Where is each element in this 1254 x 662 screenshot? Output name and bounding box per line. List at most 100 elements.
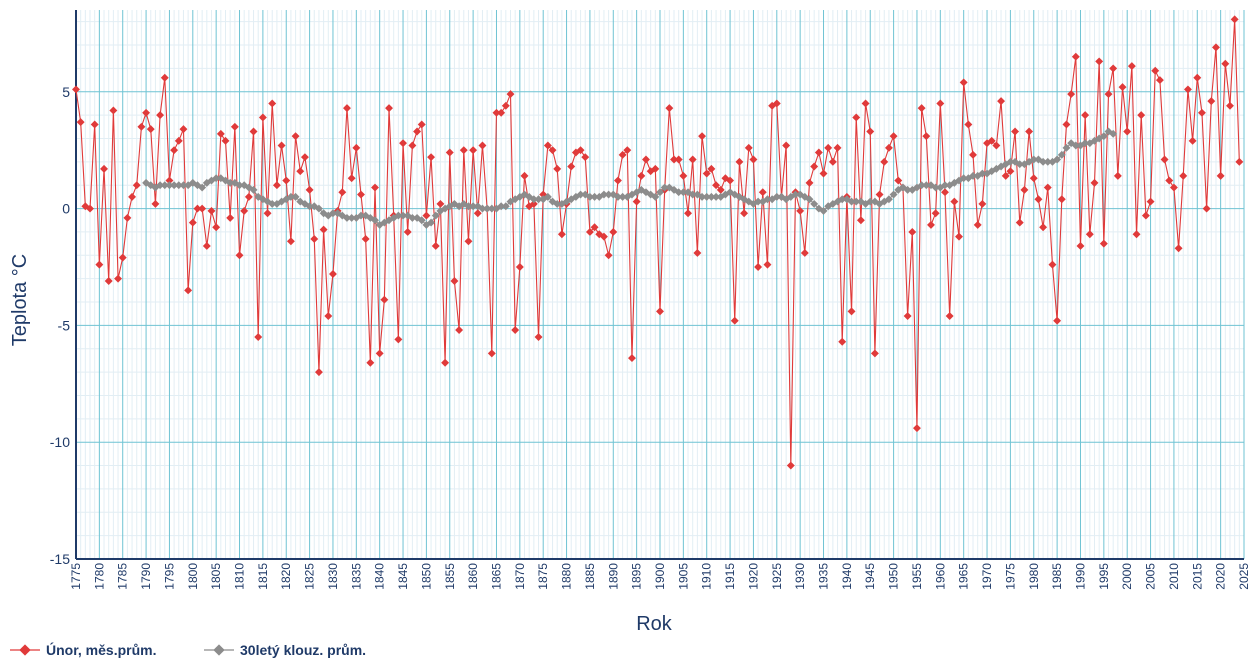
x-tick-label: 1980 — [1027, 563, 1041, 590]
series-0 — [72, 15, 1244, 470]
data-point — [856, 216, 865, 225]
x-tick-label: 1985 — [1050, 563, 1064, 590]
data-point — [852, 197, 861, 206]
x-tick-label: 2015 — [1190, 563, 1204, 590]
data-point — [763, 260, 772, 269]
data-point — [1053, 316, 1062, 325]
x-tick-label: 1860 — [466, 563, 480, 590]
x-tick-label: 1975 — [1003, 563, 1017, 590]
legend-marker-moving-average — [213, 644, 225, 656]
data-point — [735, 157, 744, 166]
data-point — [296, 167, 305, 176]
x-tick-label: 1875 — [536, 563, 550, 590]
data-point — [76, 118, 85, 127]
data-point — [338, 188, 347, 197]
data-point — [226, 213, 235, 222]
x-tick-label: 1950 — [887, 563, 901, 590]
data-point — [160, 181, 169, 190]
data-point — [109, 106, 118, 115]
data-point — [170, 181, 179, 190]
data-point — [263, 209, 272, 218]
data-point — [894, 176, 903, 185]
x-tick-label: 1970 — [980, 563, 994, 590]
data-point — [244, 192, 253, 201]
data-point — [688, 190, 697, 199]
data-point — [959, 174, 968, 183]
data-point — [908, 227, 917, 236]
data-point — [408, 141, 417, 150]
data-point — [310, 234, 319, 243]
data-point — [576, 190, 585, 199]
data-point — [712, 192, 721, 201]
data-point — [889, 190, 898, 199]
data-point — [922, 181, 931, 190]
data-point — [305, 185, 314, 194]
data-point — [772, 192, 781, 201]
data-point — [754, 263, 763, 271]
data-point — [300, 153, 309, 162]
data-point — [450, 277, 459, 285]
data-point — [870, 349, 879, 358]
x-tick-label: 1850 — [419, 563, 433, 590]
data-point — [955, 232, 963, 241]
x-tick-label: 1940 — [840, 563, 854, 590]
data-point — [716, 185, 725, 194]
data-point — [249, 127, 258, 136]
data-point — [656, 188, 664, 197]
data-point — [151, 199, 160, 208]
data-point — [230, 122, 239, 131]
data-point — [165, 181, 174, 190]
data-point — [707, 192, 716, 201]
data-point — [174, 181, 183, 190]
data-point — [291, 192, 300, 201]
data-point — [945, 312, 954, 320]
data-point — [464, 202, 473, 211]
x-tick-label: 1900 — [653, 563, 667, 590]
data-point — [618, 192, 627, 201]
x-tick-label: 1895 — [630, 563, 644, 590]
data-point — [651, 164, 660, 173]
x-tick-label: 1910 — [700, 563, 714, 590]
data-point — [941, 181, 949, 190]
data-point — [399, 211, 407, 220]
data-point — [819, 169, 828, 178]
data-point — [413, 127, 422, 136]
data-point — [487, 204, 496, 213]
data-point — [207, 206, 216, 215]
data-point — [576, 146, 585, 155]
x-tick-labels: 1775 1780 1785 1790 1795 1800 1805 1810 1815 1820… — [69, 563, 1251, 590]
data-point — [469, 146, 478, 155]
data-point — [347, 213, 356, 222]
data-point — [599, 190, 608, 199]
x-tick-label: 1865 — [489, 563, 503, 590]
data-point — [609, 227, 618, 236]
data-point — [403, 227, 412, 236]
y-tick-labels: 5 0 -5 -10 -15 — [50, 84, 70, 567]
x-tick-label: 1840 — [373, 563, 387, 590]
legend: Únor, měs.prům. 30letý klouz. prům. — [10, 641, 366, 658]
x-tick-label: 1820 — [279, 563, 293, 590]
data-point — [165, 176, 174, 185]
data-point — [118, 253, 127, 262]
data-point — [291, 132, 300, 141]
x-tick-label: 1830 — [326, 563, 340, 590]
data-point — [314, 368, 323, 377]
data-point — [585, 192, 594, 201]
x-tick-label: 1800 — [186, 563, 200, 590]
data-point — [903, 185, 912, 194]
data-point — [156, 181, 165, 190]
series-layer — [72, 15, 1244, 470]
data-point — [679, 188, 688, 197]
y-tick-label: -5 — [58, 317, 71, 333]
data-point — [128, 192, 137, 201]
data-point — [268, 199, 277, 208]
data-point — [212, 174, 221, 183]
data-point — [198, 204, 207, 213]
data-point — [712, 181, 721, 190]
x-tick-label: 1785 — [116, 563, 130, 590]
data-point — [286, 237, 295, 246]
x-tick-label: 1885 — [583, 563, 597, 590]
x-tick-label: 1990 — [1073, 563, 1087, 590]
data-point — [618, 150, 627, 159]
data-point — [931, 209, 940, 218]
